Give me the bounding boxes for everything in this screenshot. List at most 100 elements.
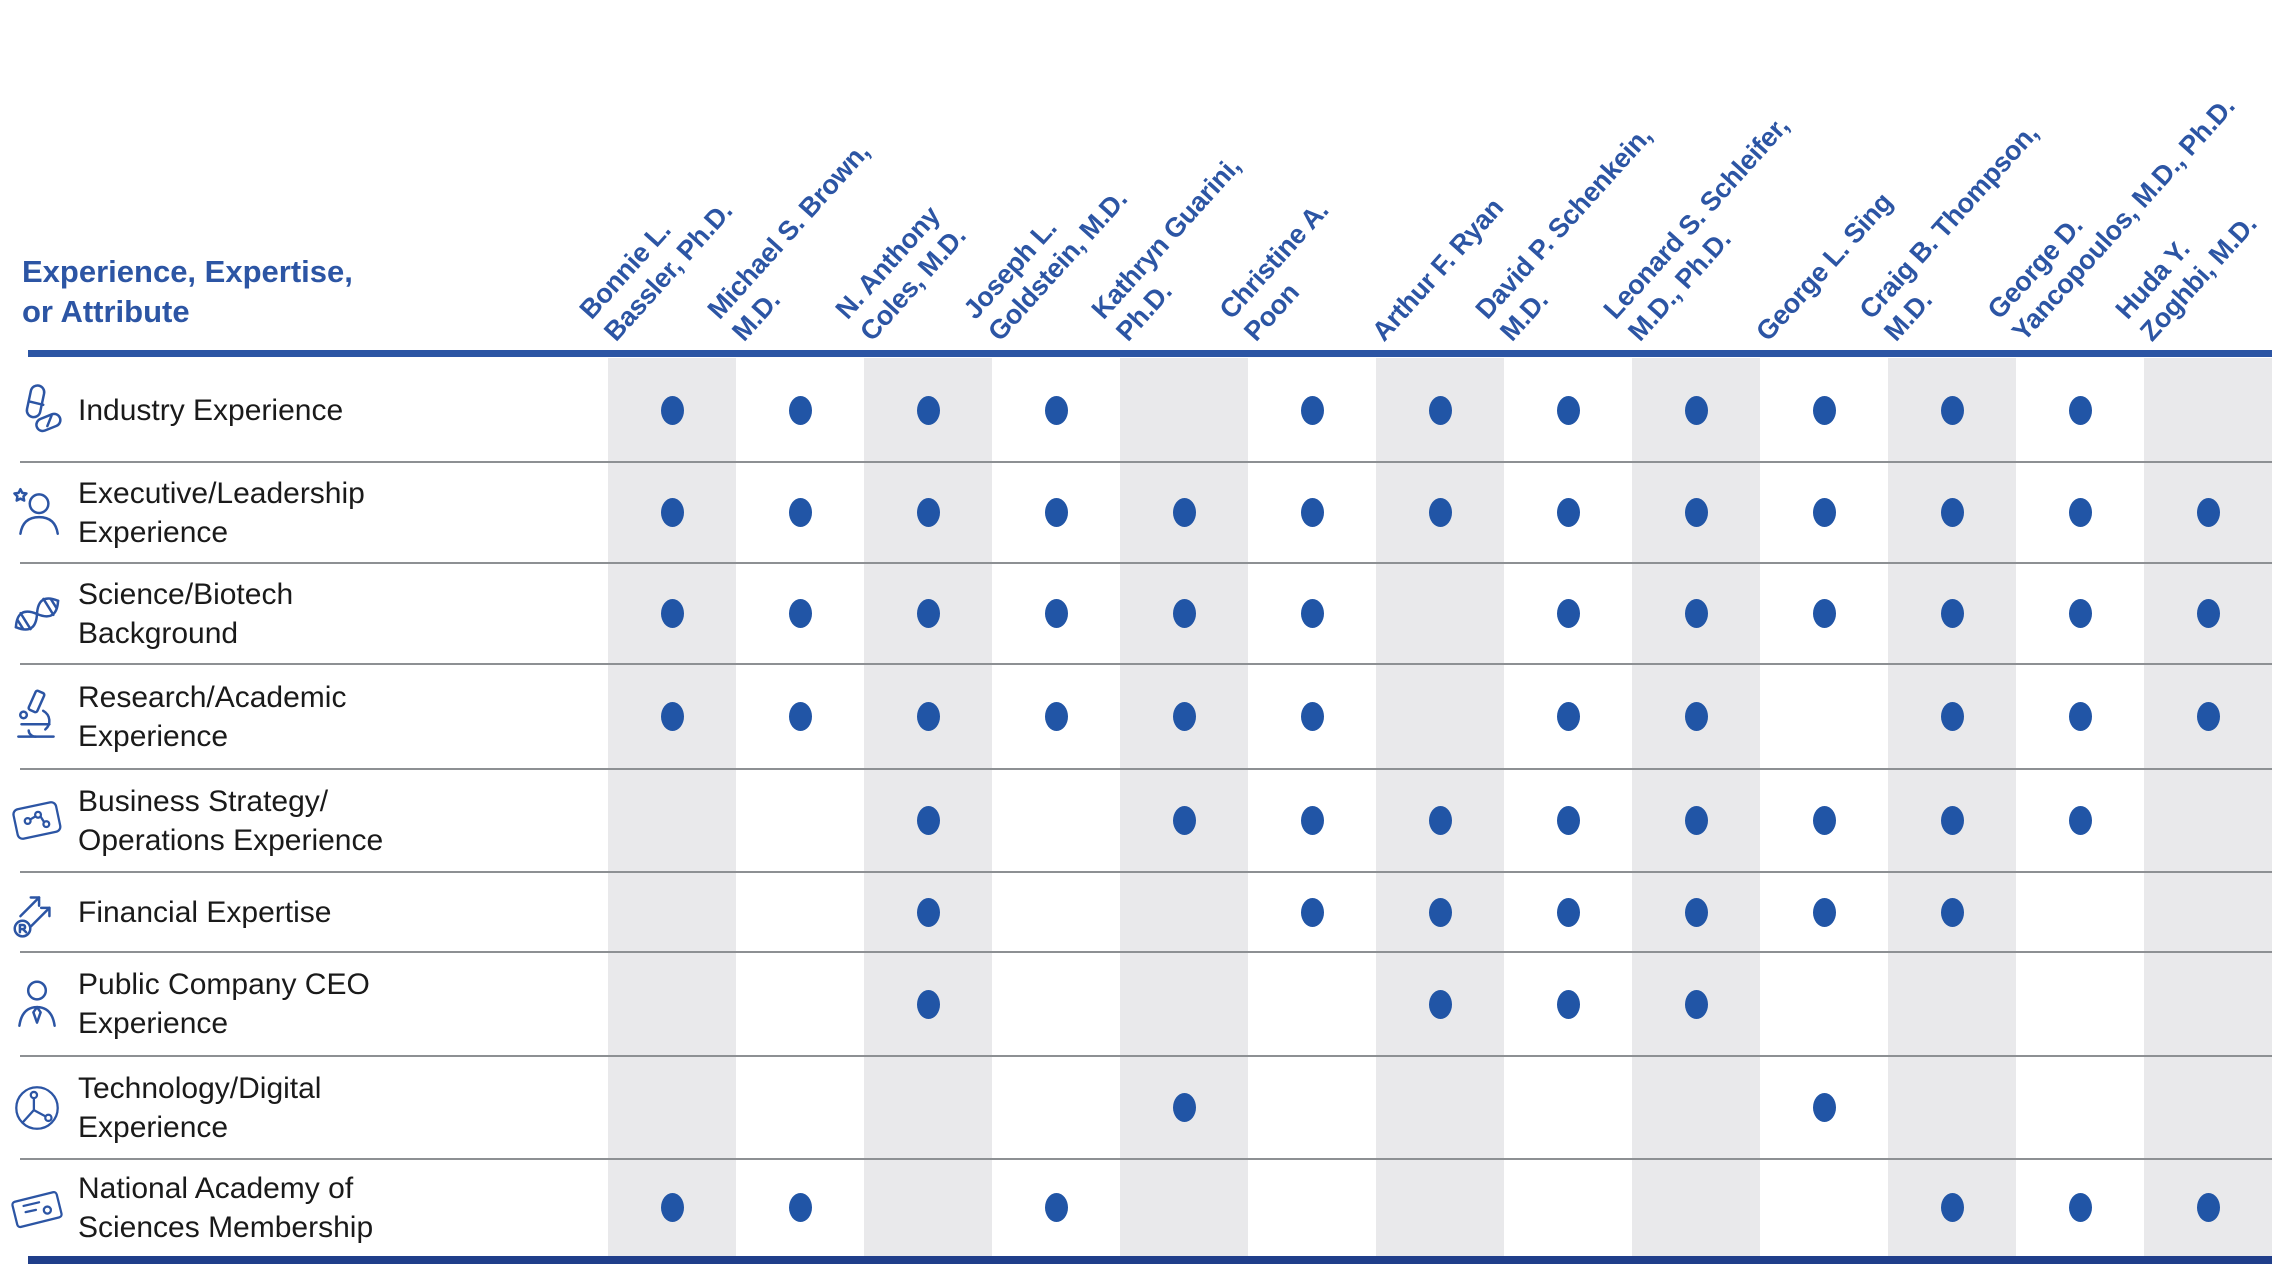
attribute-dot: [2068, 599, 2092, 628]
attribute-row-label-line: Experience: [78, 719, 229, 753]
attribute-dot: [916, 989, 940, 1019]
attribute-dot: [1940, 498, 1964, 527]
row-separator: [20, 663, 2272, 665]
attribute-dot: [1172, 1093, 1196, 1122]
attribute-dot: [660, 702, 684, 731]
bottom-rule: [28, 1256, 2272, 1264]
attribute-dot: [1940, 1193, 1964, 1222]
attribute-row-label: Science/Biotech Background: [78, 575, 598, 653]
attribute-row-label: Industry Experience: [78, 391, 598, 430]
row-separator: [20, 1055, 2272, 1057]
attribute-dot: [1812, 806, 1836, 835]
attribute-dot: [2068, 1193, 2092, 1222]
attribute-row-label: National Academy of Sciences Membership: [78, 1169, 598, 1247]
attribute-dot: [1300, 498, 1324, 527]
attribute-dot: [1556, 989, 1580, 1019]
director-name-line: Arthur F. Ryan: [1366, 192, 1510, 347]
attribute-row-label-line: Executive/Leadership: [78, 476, 365, 510]
attribute-dot: [1300, 897, 1324, 927]
header-rule: [28, 350, 2272, 357]
attribute-dot: [788, 1193, 812, 1222]
attribute-row-label-line: National Academy of: [78, 1171, 354, 1205]
attribute-dot: [1172, 498, 1196, 527]
attribute-dot: [1684, 897, 1708, 927]
attribute-dot: [916, 395, 940, 425]
attribute-dot: [1044, 702, 1068, 731]
attribute-dot: [1556, 395, 1580, 425]
attribute-dot: [660, 395, 684, 425]
attribute-dot: [1940, 806, 1964, 835]
attribute-dot: [788, 395, 812, 425]
director-name-header: Bonnie L. Bassler, Ph.D.: [573, 173, 740, 348]
matrix-title: Experience, Expertise, or Attribute: [22, 252, 353, 332]
attribute-dot: [916, 897, 940, 927]
matrix-title-line1: Experience, Expertise,: [22, 254, 353, 289]
attribute-dot: [1044, 498, 1068, 527]
row-separator: [20, 768, 2272, 770]
attribute-dot: [1940, 702, 1964, 731]
attribute-dot: [1684, 395, 1708, 425]
attribute-dot: [2196, 702, 2220, 731]
strategy-card-icon: [8, 792, 66, 850]
attribute-dot: [1428, 395, 1452, 425]
ceo-person-icon: [8, 975, 66, 1033]
attribute-dot: [1812, 395, 1836, 425]
attribute-row-label: Financial Expertise: [78, 893, 598, 932]
pills-icon: [8, 381, 66, 439]
director-name-header: Arthur F. Ryan: [1365, 192, 1510, 348]
attribute-dot: [1044, 395, 1068, 425]
attribute-row-label-line: Financial Expertise: [78, 895, 332, 929]
attribute-dot: [2196, 599, 2220, 628]
attribute-dot: [1172, 702, 1196, 731]
column-stripe: [2144, 358, 2272, 1256]
attribute-dot: [1812, 599, 1836, 628]
attribute-dot: [1812, 897, 1836, 927]
attribute-row-label-line: Research/Academic: [78, 680, 347, 714]
attribute-dot: [2196, 498, 2220, 527]
attribute-row-label: Research/Academic Experience: [78, 678, 598, 756]
attribute-row-label: Business Strategy/Operations Experience: [78, 782, 598, 860]
row-separator: [20, 562, 2272, 564]
attribute-dot: [1428, 989, 1452, 1019]
attribute-dot: [916, 498, 940, 527]
attribute-row-label: Technology/Digital Experience: [78, 1069, 598, 1147]
attribute-dot: [1940, 599, 1964, 628]
attribute-row-label: Public Company CEO Experience: [78, 965, 598, 1043]
attribute-row-label-line: Sciences Membership: [78, 1210, 374, 1244]
attribute-dot: [2068, 806, 2092, 835]
attribute-dot: [788, 599, 812, 628]
row-separator: [20, 951, 2272, 953]
attribute-dot: [1428, 498, 1452, 527]
attribute-dot: [1940, 897, 1964, 927]
certificate-icon: [8, 1179, 66, 1237]
attribute-dot: [1172, 599, 1196, 628]
attribute-dot: [1684, 702, 1708, 731]
tech-network-icon: [8, 1079, 66, 1137]
attribute-row-label-line: Operations Experience: [78, 823, 384, 857]
row-separator: [20, 1158, 2272, 1160]
attribute-dot: [1556, 897, 1580, 927]
attribute-dot: [1684, 599, 1708, 628]
attribute-dot: [788, 498, 812, 527]
matrix-title-line2: or Attribute: [22, 294, 190, 329]
attribute-dot: [1556, 498, 1580, 527]
attribute-row-label-line: Science/Biotech: [78, 577, 294, 611]
attribute-dot: [660, 599, 684, 628]
attribute-row-label-line: Experience: [78, 1110, 229, 1144]
attribute-dot: [1300, 395, 1324, 425]
microscope-icon: [8, 688, 66, 746]
attribute-dot: [916, 599, 940, 628]
attribute-dot: [1684, 806, 1708, 835]
attribute-dot: [1556, 599, 1580, 628]
attribute-dot: [2068, 702, 2092, 731]
attribute-dot: [1684, 989, 1708, 1019]
row-separator: [20, 871, 2272, 873]
attribute-row-label-line: Experience: [78, 1007, 229, 1040]
attribute-dot: [1044, 599, 1068, 628]
attribute-dot: [2068, 498, 2092, 527]
attribute-dot: [660, 498, 684, 527]
attribute-row-label: Executive/Leadership Experience: [78, 474, 598, 552]
attribute-dot: [1300, 806, 1324, 835]
attribute-dot: [916, 702, 940, 731]
